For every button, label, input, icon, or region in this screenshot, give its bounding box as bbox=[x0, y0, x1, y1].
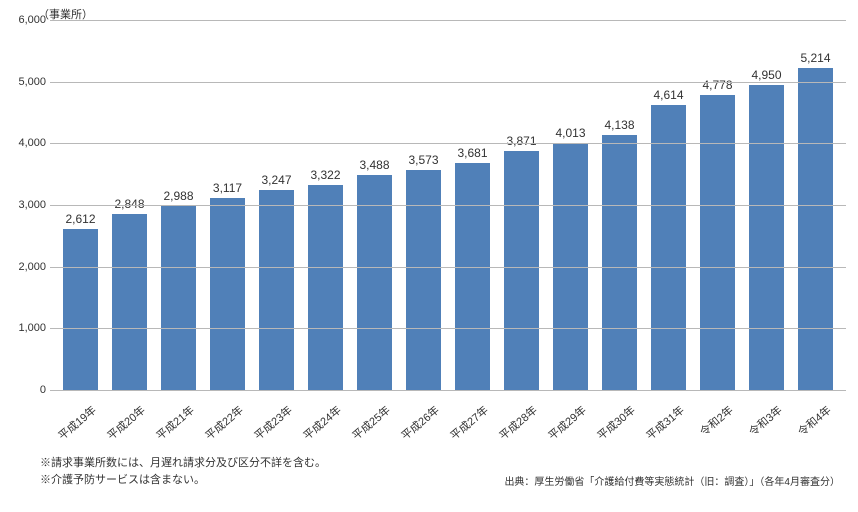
gridline bbox=[50, 390, 846, 391]
x-label-slot: 平成30年 bbox=[595, 394, 644, 444]
x-tick-label: 平成31年 bbox=[643, 402, 688, 443]
bar bbox=[406, 170, 441, 390]
x-tick-label: 平成22年 bbox=[202, 402, 247, 443]
bar-value-label: 4,013 bbox=[555, 126, 585, 140]
bar-value-label: 2,988 bbox=[163, 189, 193, 203]
x-label-slot: 平成25年 bbox=[350, 394, 399, 444]
x-tick-label: 平成25年 bbox=[349, 402, 394, 443]
bar-value-label: 3,488 bbox=[359, 158, 389, 172]
gridline bbox=[50, 205, 846, 206]
y-tick-label: 2,000 bbox=[10, 261, 46, 273]
bar-value-label: 4,778 bbox=[702, 78, 732, 92]
y-tick-label: 3,000 bbox=[10, 199, 46, 211]
bar bbox=[112, 214, 147, 390]
bar bbox=[798, 68, 833, 390]
gridline bbox=[50, 20, 846, 21]
source-text: 出典：厚生労働省「介護給付費等実態統計（旧：調査）」（各年4月審査分） bbox=[504, 473, 840, 488]
bar-chart: （事業所） 2,6122,8482,9883,1173,2473,3223,48… bbox=[26, 6, 846, 446]
x-tick-label: 平成29年 bbox=[545, 402, 590, 443]
x-label-slot: 平成24年 bbox=[301, 394, 350, 444]
bar-value-label: 3,681 bbox=[457, 146, 487, 160]
x-tick-label: 平成26年 bbox=[398, 402, 443, 443]
bar bbox=[700, 95, 735, 390]
x-tick-label: 平成30年 bbox=[594, 402, 639, 443]
bar bbox=[357, 175, 392, 390]
gridline bbox=[50, 328, 846, 329]
bar-value-label: 3,117 bbox=[213, 181, 242, 195]
bar bbox=[210, 198, 245, 390]
x-tick-label: 平成23年 bbox=[251, 402, 296, 443]
x-label-slot: 令和4年 bbox=[791, 394, 840, 444]
x-label-slot: 平成19年 bbox=[56, 394, 105, 444]
bar-value-label: 3,573 bbox=[408, 153, 438, 167]
bar bbox=[749, 85, 784, 390]
y-tick-label: 6,000 bbox=[10, 14, 46, 26]
x-label-slot: 平成22年 bbox=[203, 394, 252, 444]
footnote-line: ※介護予防サービスは含まない。 bbox=[40, 472, 326, 489]
x-label-slot: 平成29年 bbox=[546, 394, 595, 444]
bar bbox=[504, 151, 539, 390]
gridline bbox=[50, 82, 846, 83]
x-label-slot: 平成26年 bbox=[399, 394, 448, 444]
y-tick-label: 1,000 bbox=[10, 322, 46, 334]
x-label-slot: 平成21年 bbox=[154, 394, 203, 444]
x-label-slot: 平成20年 bbox=[105, 394, 154, 444]
x-tick-label: 平成27年 bbox=[447, 402, 492, 443]
x-tick-label: 平成28年 bbox=[496, 402, 541, 443]
gridline bbox=[50, 267, 846, 268]
bar-value-label: 4,950 bbox=[751, 68, 781, 82]
bar bbox=[651, 105, 686, 390]
x-axis-labels: 平成19年平成20年平成21年平成22年平成23年平成24年平成25年平成26年… bbox=[50, 394, 846, 444]
plot-area: 2,6122,8482,9883,1173,2473,3223,4883,573… bbox=[50, 20, 846, 390]
bar-value-label: 3,322 bbox=[310, 168, 340, 182]
bar-value-label: 4,138 bbox=[604, 118, 634, 132]
x-label-slot: 令和2年 bbox=[693, 394, 742, 444]
bar bbox=[308, 185, 343, 390]
x-label-slot: 平成23年 bbox=[252, 394, 301, 444]
x-label-slot: 令和3年 bbox=[742, 394, 791, 444]
x-tick-label: 平成20年 bbox=[104, 402, 149, 443]
bar-value-label: 2,612 bbox=[65, 212, 95, 226]
x-tick-label: 平成21年 bbox=[153, 402, 198, 443]
x-tick-label: 令和2年 bbox=[696, 402, 736, 439]
bar bbox=[161, 206, 196, 390]
bar bbox=[602, 135, 637, 390]
bar bbox=[259, 190, 294, 390]
y-tick-label: 4,000 bbox=[10, 137, 46, 149]
bar bbox=[455, 163, 490, 390]
x-label-slot: 平成27年 bbox=[448, 394, 497, 444]
x-label-slot: 平成28年 bbox=[497, 394, 546, 444]
x-tick-label: 平成24年 bbox=[300, 402, 345, 443]
y-tick-label: 0 bbox=[10, 384, 46, 396]
x-tick-label: 平成19年 bbox=[55, 402, 100, 443]
bar bbox=[63, 229, 98, 390]
bar-value-label: 5,214 bbox=[800, 51, 830, 65]
x-label-slot: 平成31年 bbox=[644, 394, 693, 444]
footnote-line: ※請求事業所数には、月遅れ請求分及び区分不詳を含む。 bbox=[40, 455, 326, 472]
bar-value-label: 3,247 bbox=[261, 173, 291, 187]
x-tick-label: 令和3年 bbox=[745, 402, 785, 439]
x-tick-label: 令和4年 bbox=[794, 402, 834, 439]
y-tick-label: 5,000 bbox=[10, 76, 46, 88]
gridline bbox=[50, 143, 846, 144]
bar-value-label: 4,614 bbox=[653, 88, 683, 102]
footnotes: ※請求事業所数には、月遅れ請求分及び区分不詳を含む。 ※介護予防サービスは含まな… bbox=[40, 455, 326, 488]
bar-value-label: 3,871 bbox=[506, 134, 536, 148]
